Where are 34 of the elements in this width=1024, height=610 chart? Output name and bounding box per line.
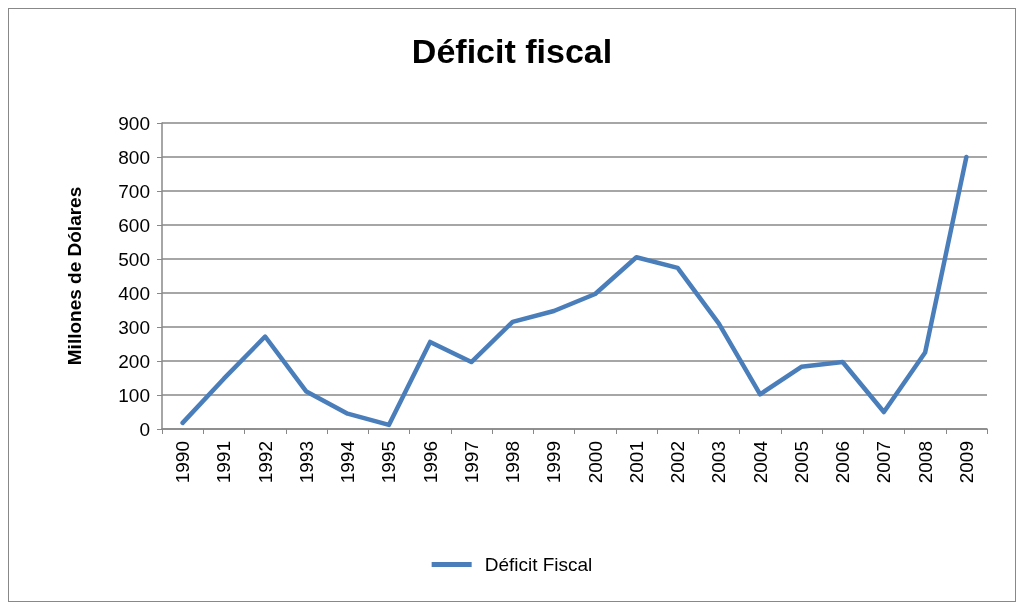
x-tick-label: 2001 — [625, 441, 647, 484]
x-tick-label: 2003 — [708, 441, 730, 484]
x-tick-label: 1993 — [295, 441, 317, 484]
x-tick-label: 2007 — [873, 441, 895, 484]
y-tick-label: 100 — [118, 384, 150, 406]
x-tick-label: 2009 — [955, 441, 977, 484]
x-tick-label: 2004 — [749, 440, 771, 484]
y-tick-label: 0 — [139, 418, 150, 440]
x-tick-label: 1999 — [543, 441, 565, 484]
y-tick-label: 400 — [118, 282, 150, 304]
x-tick-label: 2008 — [914, 441, 936, 484]
y-tick-label: 600 — [118, 214, 150, 236]
legend-label: Déficit Fiscal — [484, 554, 593, 575]
y-axis-title: Millones de Dólares — [64, 186, 85, 366]
line-series — [180, 154, 969, 428]
x-tick-label: 1991 — [213, 441, 235, 484]
x-tick-label: 1996 — [419, 441, 441, 484]
x-tick-label: 1990 — [172, 441, 194, 484]
x-tick-label: 1994 — [337, 440, 359, 484]
y-tick-label: 200 — [118, 350, 150, 372]
x-tick-label: 2006 — [832, 441, 854, 484]
x-tick-label: 2005 — [790, 441, 812, 484]
x-tick-label: 2002 — [667, 441, 689, 484]
chart-title: Déficit fiscal — [411, 32, 613, 70]
y-tick-label: 800 — [118, 146, 150, 168]
x-tick-label: 1995 — [378, 441, 400, 484]
x-tick-label: 1992 — [254, 441, 276, 484]
y-tick-label: 700 — [118, 180, 150, 202]
x-tick-label: 2000 — [584, 441, 606, 484]
y-tick-label: 500 — [118, 248, 150, 270]
x-tick-label: 1997 — [460, 441, 482, 484]
y-tick-label: 300 — [118, 316, 150, 338]
x-tick-label: 1998 — [502, 441, 524, 484]
y-tick-label: 900 — [118, 112, 150, 134]
